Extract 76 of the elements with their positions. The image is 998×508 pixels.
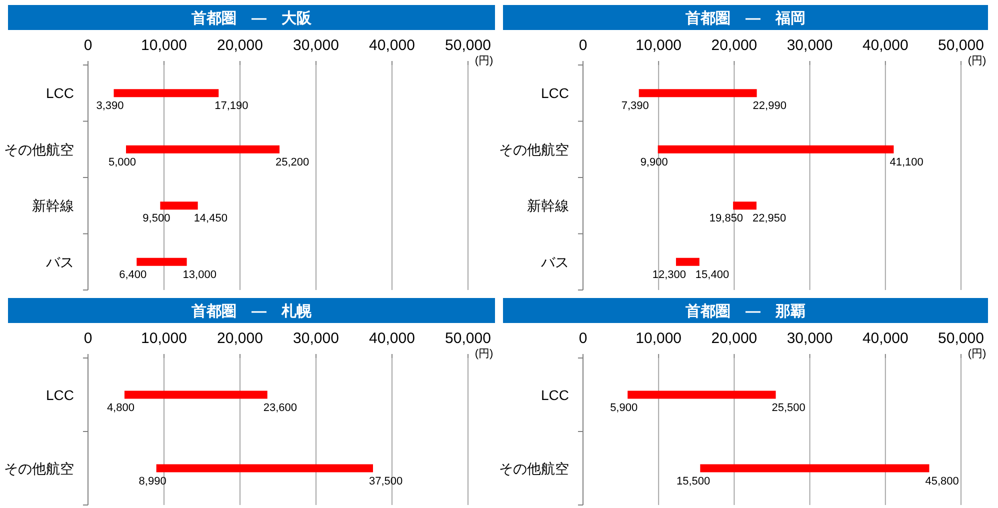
annotation: 22,990 — [752, 100, 786, 112]
annotation: 9,900 — [640, 156, 668, 168]
y-tick-label: その他航空 — [499, 460, 569, 476]
chart-title: 首都圏 ― 大阪 — [190, 10, 312, 27]
x-tick-label: 30,000 — [786, 330, 833, 347]
x-tick-label: 20,000 — [711, 37, 758, 54]
bar — [136, 258, 187, 266]
x-tick-label: 40,000 — [369, 37, 415, 54]
x-tick-label: 50,000 — [938, 37, 984, 54]
x-tick-label: 20,000 — [711, 330, 758, 347]
x-axis-title: (円) — [968, 55, 986, 67]
x-tick-label: 30,000 — [293, 37, 339, 54]
x-tick-label: 30,000 — [293, 330, 339, 347]
y-tick-label: その他航空 — [4, 460, 74, 476]
annotation: 13,000 — [182, 268, 216, 281]
annotation: 15,500 — [676, 475, 710, 488]
y-tick-label: 新幹線 — [527, 198, 569, 214]
annotation: 41,100 — [890, 156, 924, 168]
x-tick-label: 20,000 — [217, 330, 263, 347]
x-tick-label: 0 — [84, 37, 92, 54]
chart-title: 首都圏 ― 那覇 — [684, 303, 806, 320]
bar — [126, 145, 280, 154]
annotation: 8,990 — [138, 475, 166, 488]
bar — [638, 89, 757, 98]
chart-title: 首都圏 ― 札幌 — [190, 303, 312, 320]
annotation: 37,500 — [369, 475, 403, 488]
annotation: 5,900 — [610, 402, 638, 414]
x-tick-label: 40,000 — [369, 330, 415, 347]
annotation: 4,800 — [106, 402, 134, 414]
annotation: 22,950 — [752, 212, 786, 225]
x-tick-label: 10,000 — [636, 330, 682, 347]
y-tick-label: その他航空 — [499, 141, 569, 158]
annotation: 6,400 — [119, 268, 147, 281]
x-tick-label: 50,000 — [445, 37, 491, 54]
y-tick-label: LCC — [540, 85, 569, 102]
x-tick-label: 0 — [578, 37, 588, 54]
y-tick-label: LCC — [540, 386, 569, 403]
annotation: 15,400 — [695, 268, 730, 281]
x-tick-label: 30,000 — [786, 37, 833, 54]
bar — [676, 258, 700, 266]
bar — [160, 202, 198, 210]
annotation: 9,500 — [142, 212, 170, 225]
x-tick-label: 50,000 — [938, 330, 984, 347]
y-tick-label: バス — [540, 254, 569, 270]
y-tick-label: 新幹線 — [32, 198, 74, 214]
x-tick-label: 40,000 — [862, 37, 908, 54]
x-tick-label: 40,000 — [862, 330, 908, 347]
x-axis-title: (円) — [968, 348, 986, 360]
annotation: 12,300 — [652, 268, 686, 281]
annotation: 17,190 — [214, 100, 248, 112]
annotation: 23,600 — [263, 402, 298, 414]
x-tick-label: 10,000 — [636, 37, 682, 54]
chart-title: 首都圏 ― 福岡 — [684, 10, 806, 27]
y-tick-label: LCC — [46, 85, 74, 102]
x-tick-label: 0 — [578, 330, 588, 347]
x-tick-label: 10,000 — [141, 37, 187, 54]
annotation: 14,450 — [194, 212, 228, 225]
x-tick-label: 0 — [84, 330, 92, 347]
annotation: 7,390 — [621, 100, 649, 112]
annotation: 3,390 — [96, 100, 124, 112]
x-tick-label: 20,000 — [217, 37, 263, 54]
bar — [114, 89, 219, 98]
x-tick-label: 10,000 — [141, 330, 187, 347]
annotation: 25,500 — [772, 402, 806, 414]
x-axis-title: (円) — [474, 55, 494, 67]
annotation: 19,850 — [709, 212, 744, 225]
y-tick-label: その他航空 — [4, 141, 74, 158]
bar — [733, 202, 756, 210]
annotation: 45,800 — [925, 475, 959, 488]
annotation: 5,000 — [108, 156, 136, 168]
x-tick-label: 50,000 — [445, 330, 491, 347]
y-tick-label: LCC — [46, 386, 74, 403]
annotation: 25,200 — [276, 156, 310, 168]
bar — [658, 145, 894, 154]
y-tick-label: バス — [45, 254, 74, 270]
x-axis-title: (円) — [474, 348, 494, 360]
